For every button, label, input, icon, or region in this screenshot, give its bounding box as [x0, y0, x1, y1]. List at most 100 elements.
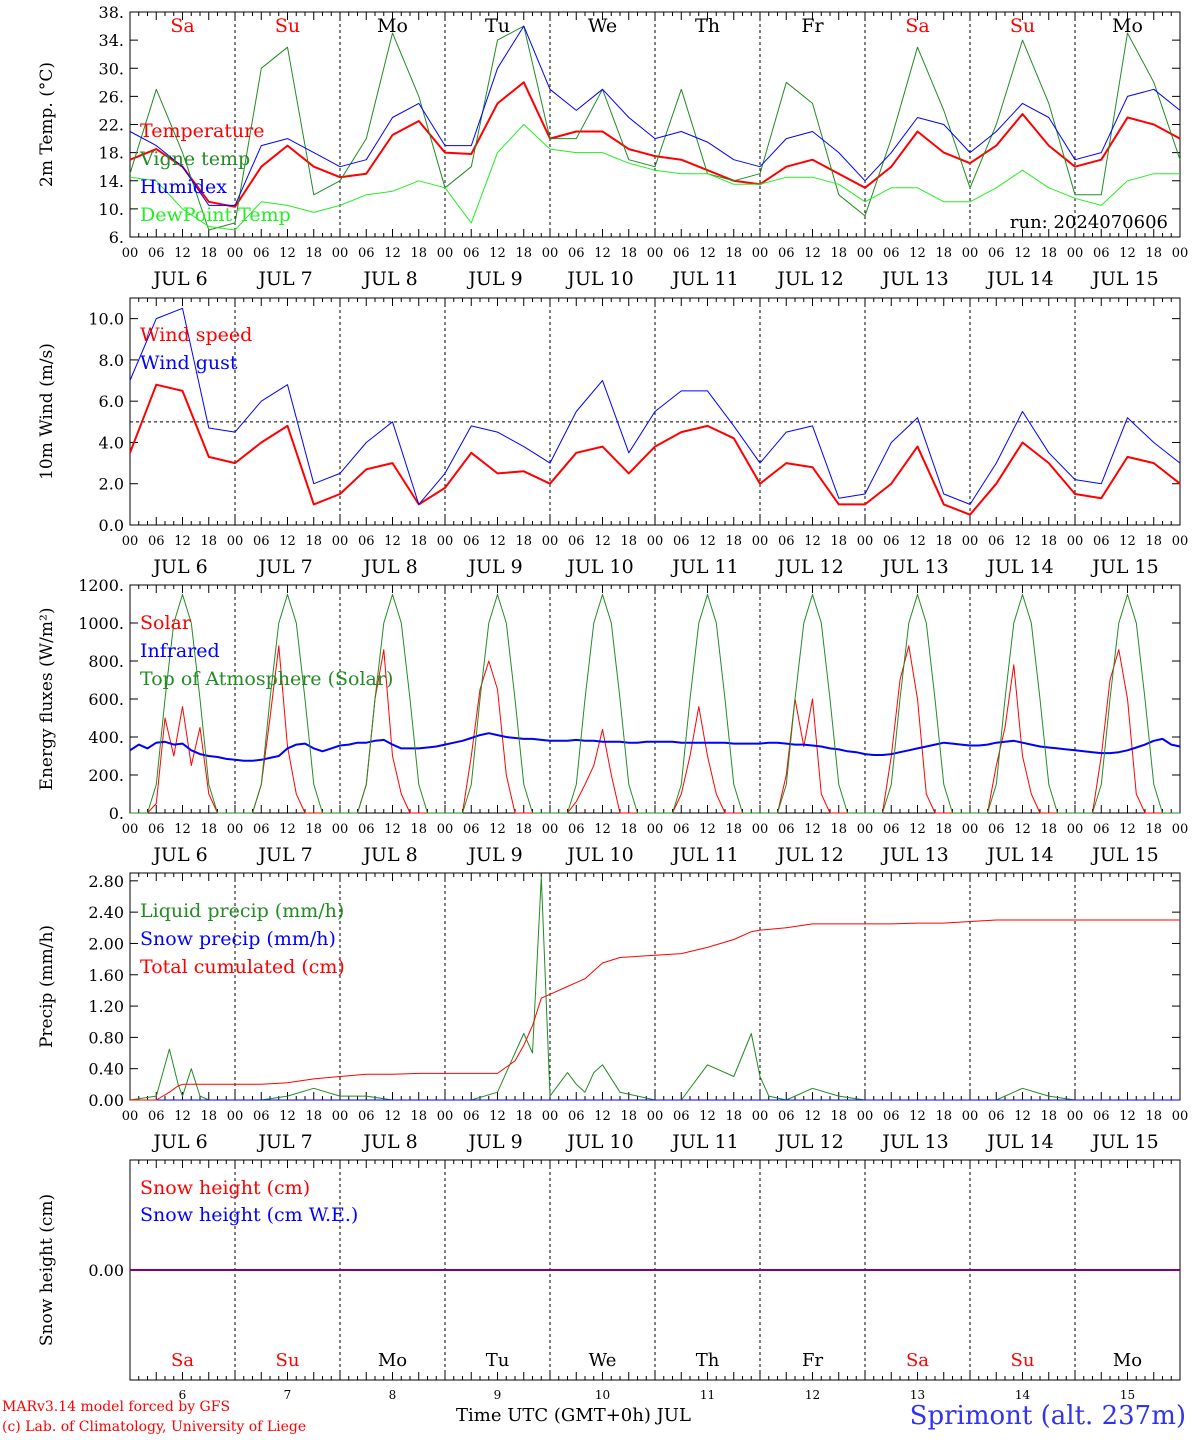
x-day-label: JUL 15 [1090, 1131, 1158, 1153]
x-hour-label: 00 [962, 822, 979, 837]
legend-entry: Wind gust [140, 352, 238, 374]
x-hour-label: 12 [804, 1109, 821, 1124]
bottom-day-name: Sa [171, 1350, 194, 1371]
bottom-day-number: 10 [595, 1388, 610, 1402]
legend-entry: Snow precip (mm/h) [140, 928, 336, 950]
x-hour-label: 00 [122, 534, 139, 549]
legend-entry: Top of Atmosphere (Solar) [140, 668, 393, 690]
x-hour-label: 00 [1172, 534, 1189, 549]
x-hour-label: 00 [332, 822, 349, 837]
x-hour-label: 12 [909, 822, 926, 837]
x-hour-label: 00 [1067, 246, 1084, 261]
day-name: Th [695, 15, 720, 37]
y-tick-label: 2.80 [88, 872, 124, 891]
x-hour-label: 12 [384, 1109, 401, 1124]
x-day-label: JUL 13 [880, 844, 948, 866]
bottom-day-name: Mo [1113, 1350, 1142, 1371]
x-hour-label: 18 [515, 246, 532, 261]
x-hour-label: 12 [384, 534, 401, 549]
x-hour-label: 06 [253, 534, 270, 549]
series-line-total-cumulated-cm- [130, 919, 1180, 1101]
x-hour-label: 18 [200, 1109, 217, 1124]
bottom-day-number: 6 [179, 1388, 187, 1402]
x-hour-label: 12 [279, 246, 296, 261]
x-hour-label: 12 [174, 1109, 191, 1124]
x-hour-label: 06 [253, 246, 270, 261]
location-label: Sprimont (alt. 237m) [909, 1401, 1186, 1431]
x-hour-label: 12 [909, 1109, 926, 1124]
x-hour-label: 06 [988, 822, 1005, 837]
x-hour-label: 00 [437, 1109, 454, 1124]
x-hour-label: 18 [830, 822, 847, 837]
x-hour-label: 12 [1014, 1109, 1031, 1124]
x-hour-label: 18 [1040, 534, 1057, 549]
x-hour-label: 12 [489, 246, 506, 261]
x-hour-label: 18 [1040, 246, 1057, 261]
x-day-label: JUL 6 [151, 268, 207, 290]
day-name: Sa [905, 15, 929, 37]
x-hour-label: 12 [1014, 534, 1031, 549]
day-name: Mo [1112, 15, 1143, 37]
y-tick-label: 2.0 [99, 475, 124, 494]
x-day-label: JUL 8 [361, 844, 417, 866]
x-hour-label: 00 [752, 822, 769, 837]
x-hour-label: 00 [437, 822, 454, 837]
x-hour-label: 06 [673, 822, 690, 837]
x-hour-label: 06 [673, 1109, 690, 1124]
day-name: Su [1010, 15, 1035, 37]
x-hour-label: 06 [463, 1109, 480, 1124]
x-hour-label: 00 [542, 534, 559, 549]
x-hour-label: 06 [988, 246, 1005, 261]
panel-5: 0.00 Snow height (cm) Snow height (cm) Snow… [37, 1159, 1181, 1381]
x-hour-label: 00 [857, 822, 874, 837]
series-line-top-of-atmosphere-solar- [130, 594, 1180, 814]
x-hour-label: 06 [778, 534, 795, 549]
y-tick-label: 0.00 [88, 1261, 124, 1280]
day-name: We [588, 15, 617, 37]
y-axis-label: Snow height (cm) [37, 1194, 57, 1346]
x-hour-label: 18 [410, 822, 427, 837]
x-hour-label: 06 [253, 1109, 270, 1124]
y-tick-label: 0.40 [88, 1060, 124, 1079]
x-hour-label: 06 [1093, 1109, 1110, 1124]
y-tick-label: 30. [99, 59, 124, 78]
y-tick-label: 22. [99, 116, 124, 135]
series-line-wind-speed [129, 383, 1181, 516]
legend-entry: Solar [140, 612, 192, 634]
x-day-label: JUL 7 [256, 1131, 312, 1153]
y-tick-label: 0. [109, 804, 124, 823]
legend-entry: Total cumulated (cm) [140, 956, 345, 978]
x-day-label: JUL 6 [151, 556, 207, 578]
y-tick-label: 0.0 [99, 516, 124, 535]
x-hour-label: 06 [358, 1109, 375, 1124]
bottom-day-number: 15 [1120, 1388, 1135, 1402]
y-axis-label: Energy fluxes (W/m²) [37, 608, 57, 791]
x-hour-label: 00 [857, 1109, 874, 1124]
x-hour-label: 12 [384, 246, 401, 261]
x-day-label: JUL 14 [985, 268, 1053, 290]
y-tick-label: 1.20 [88, 997, 124, 1016]
x-day-label: JUL 9 [466, 1131, 522, 1153]
x-day-label: JUL 8 [361, 268, 417, 290]
x-day-label: JUL 10 [565, 1131, 633, 1153]
x-day-label: JUL 9 [466, 556, 522, 578]
x-hour-label: 18 [410, 1109, 427, 1124]
x-hour-label: 00 [1172, 1109, 1189, 1124]
bottom-day-name: Fr [802, 1350, 823, 1371]
x-hour-label: 00 [752, 1109, 769, 1124]
x-hour-label: 00 [122, 822, 139, 837]
day-name: Sa [170, 15, 194, 37]
y-tick-label: 34. [99, 31, 124, 50]
x-hour-label: 00 [437, 246, 454, 261]
x-hour-label: 00 [1172, 822, 1189, 837]
x-day-label: JUL 14 [985, 844, 1053, 866]
x-hour-label: 00 [752, 246, 769, 261]
y-tick-label: 10. [99, 200, 124, 219]
x-hour-label: 18 [725, 534, 742, 549]
x-hour-label: 00 [227, 1109, 244, 1124]
y-tick-label: 8.0 [99, 351, 124, 370]
run-label: run: 2024070606 [1010, 212, 1168, 233]
x-hour-label: 12 [1119, 246, 1136, 261]
x-hour-label: 00 [122, 1109, 139, 1124]
